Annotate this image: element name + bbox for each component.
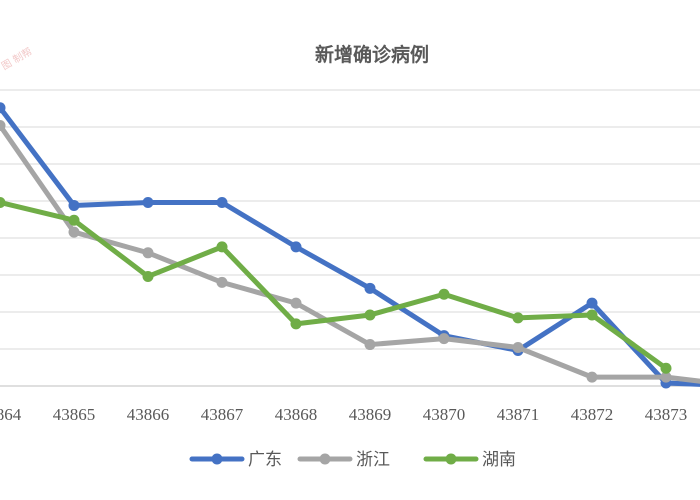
data-point [512, 342, 524, 354]
data-point [0, 196, 6, 208]
x-tick-label: 43868 [275, 405, 318, 424]
data-point [68, 226, 80, 238]
legend-label: 广东 [248, 450, 282, 470]
legend-marker [319, 453, 331, 465]
series-浙江 [0, 120, 700, 384]
data-point [364, 309, 376, 321]
data-point [68, 199, 80, 211]
data-point [586, 309, 598, 321]
x-axis-ticks: 43864 43865 43866 43867 43868 43869 43870 43871… [0, 405, 688, 424]
data-point [290, 241, 302, 253]
legend-label: 湖南 [482, 450, 516, 470]
data-point [216, 276, 228, 288]
data-point [290, 297, 302, 309]
data-point [0, 102, 6, 114]
data-point [660, 362, 672, 374]
x-tick-label: 43865 [53, 405, 96, 424]
x-tick-label: 43866 [127, 405, 170, 424]
legend-marker [445, 453, 457, 465]
data-point [216, 241, 228, 253]
data-point [364, 339, 376, 351]
chart-title: 新增确诊病例 [315, 43, 429, 66]
legend-item: 湖南 [423, 450, 516, 470]
data-point [68, 214, 80, 226]
data-point [586, 297, 598, 309]
legend-label: 浙江 [356, 450, 390, 470]
x-tick-label: 43872 [571, 405, 614, 424]
series-湖南 [0, 196, 672, 374]
data-point [142, 196, 154, 208]
x-tick-label: 43869 [349, 405, 392, 424]
data-point [216, 196, 228, 208]
series-line [0, 199, 669, 371]
data-point [586, 371, 598, 383]
x-tick-label: 43867 [201, 405, 244, 424]
data-point [660, 371, 672, 383]
data-point [512, 312, 524, 324]
data-point [438, 288, 450, 300]
data-point [142, 270, 154, 282]
data-point [142, 247, 154, 259]
data-point [438, 333, 450, 345]
legend: 广东 浙江 湖南 [189, 450, 516, 470]
legend-item: 浙江 [297, 450, 390, 470]
data-point [364, 282, 376, 294]
data-point [0, 120, 6, 132]
series-group [0, 102, 700, 389]
x-tick-label: 43870 [423, 405, 466, 424]
legend-marker [211, 453, 223, 465]
data-point [290, 318, 302, 330]
legend-item: 广东 [189, 450, 282, 470]
x-tick-label: 43864 [0, 405, 22, 424]
x-tick-label: 43871 [497, 405, 540, 424]
x-tick-label: 43873 [645, 405, 688, 424]
